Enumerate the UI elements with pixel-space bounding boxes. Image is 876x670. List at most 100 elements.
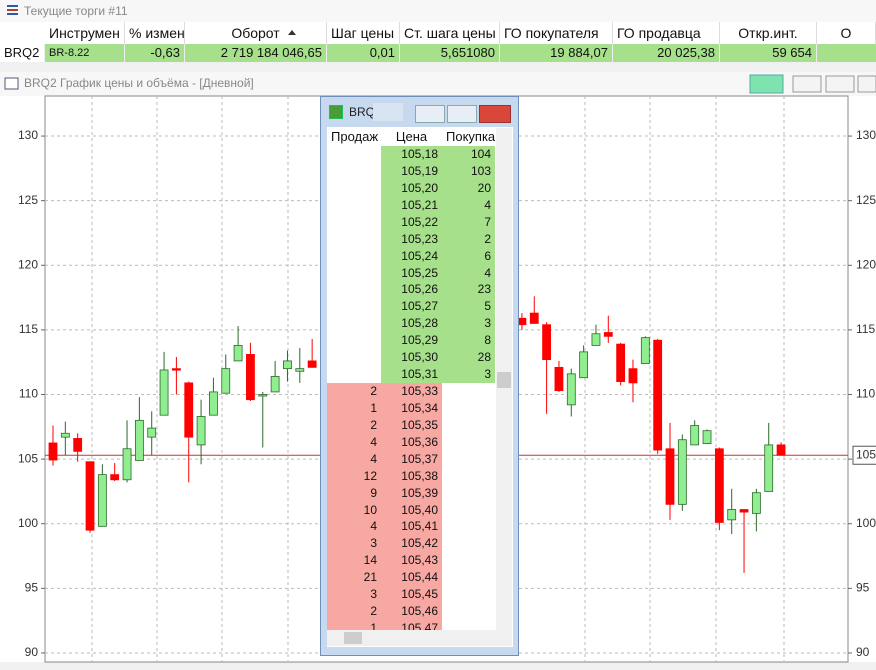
y-tick-label: 130 [18,128,38,142]
candle-body [677,439,687,505]
table-header [0,22,876,44]
candle-body [209,391,218,416]
y-tick-label: 120 [856,257,876,271]
restore-button[interactable] [825,75,855,93]
price: 105,44 [381,569,442,587]
candle-body [591,333,601,346]
sell-qty: 1 [327,620,381,630]
sell-qty: 4 [327,518,381,536]
book-column-header: Продаж [331,129,379,144]
minimize-button[interactable] [415,105,445,123]
price: 105,36 [381,433,442,451]
table-cell: 20 025,38 [613,44,720,62]
candle-body [48,442,58,461]
close-button[interactable] [479,105,511,123]
candle-body [764,444,774,492]
column-header: Ст. шага цены [400,22,500,44]
candle-body [529,312,539,324]
column-header: ГО покупателя [500,22,613,44]
candle-body [566,373,576,406]
candle-body [307,360,317,368]
y-tick-label: 125 [18,193,38,207]
last-price-label: 105 [856,447,876,461]
buy-qty: 4 [442,264,495,282]
candle-body [739,509,749,513]
candle-body [233,345,243,362]
price: 105,43 [381,552,442,570]
buy-qty: 4 [442,196,495,214]
chart-icon [4,77,19,90]
sell-qty: 12 [327,467,381,485]
buy-qty: 103 [442,162,495,180]
candle-body [714,448,724,523]
y-tick-label: 100 [18,516,38,530]
price: 105,47 [381,620,442,630]
candle-body [85,461,95,531]
candle-body [73,438,83,452]
candle-body [653,339,663,451]
column-header: Откр.инт. [720,22,817,44]
price: 105,39 [381,484,442,502]
y-tick-label: 130 [856,128,876,142]
restore-button[interactable] [447,105,477,123]
pin-button[interactable] [373,103,403,121]
sell-qty: 3 [327,535,381,553]
price: 105,31 [381,366,442,384]
candle-body [542,324,551,361]
column-header: % измен [125,22,185,44]
price: 105,38 [381,467,442,485]
y-tick-label: 115 [856,322,875,336]
sell-qty: 2 [327,603,381,621]
title-bar [0,0,876,22]
price: 105,28 [381,315,442,333]
candle-body [517,317,527,326]
candle-body [702,430,712,445]
price: 105,33 [381,383,442,401]
price: 105,19 [381,162,442,180]
y-tick-label: 95 [25,581,39,595]
candle-body [258,394,268,397]
table-cell: 19 884,07 [500,44,613,62]
candle-body [159,369,169,416]
buy-qty: 23 [442,281,495,299]
last-price-box [852,445,876,465]
candle-body [171,368,181,371]
column-header: О [817,22,876,44]
candle-body [640,337,650,364]
sell-qty: 14 [327,552,381,570]
price: 105,29 [381,332,442,350]
book-rows: 105,18 104 105,19 103 105,20 20 105,21 4 105,22 7… [327,146,497,630]
table-cell: BR-8.22 [45,44,125,62]
candle-body [147,427,157,438]
sell-qty: 2 [327,383,381,401]
price: 105,20 [381,179,442,197]
y-tick-label: 105 [18,451,38,465]
candle-body [134,419,144,461]
buy-qty: 3 [442,315,495,333]
buy-qty: 6 [442,247,495,265]
link-button[interactable] [749,74,784,94]
book-title: BRQ [349,105,376,119]
column-header: Шаг цены [327,22,400,44]
buy-qty: 7 [442,213,495,231]
candle-body [665,448,675,505]
sort-arrow [288,30,296,35]
column-header: Инструмен [45,22,125,44]
window-icon [7,5,18,15]
buy-qty: 5 [442,298,495,316]
price: 105,22 [381,213,442,231]
price: 105,25 [381,264,442,282]
candle-body [727,509,737,521]
y-tick-label: 95 [856,581,870,595]
minimize-button[interactable] [792,75,822,93]
candle-body [616,343,626,382]
close-button[interactable] [857,75,876,93]
book-body: Продаж Цена Покупка 105,18 104 105,19 103 105,2… [327,127,513,647]
candle-body [60,432,70,438]
y-tick-label: 90 [856,645,870,659]
table-cell: 59 654 [720,44,817,62]
trades-title: Текущие торги #11 [24,4,128,18]
y-tick-label: 100 [856,516,876,530]
candle-body [628,368,638,384]
y-tick-label: 90 [25,645,39,659]
